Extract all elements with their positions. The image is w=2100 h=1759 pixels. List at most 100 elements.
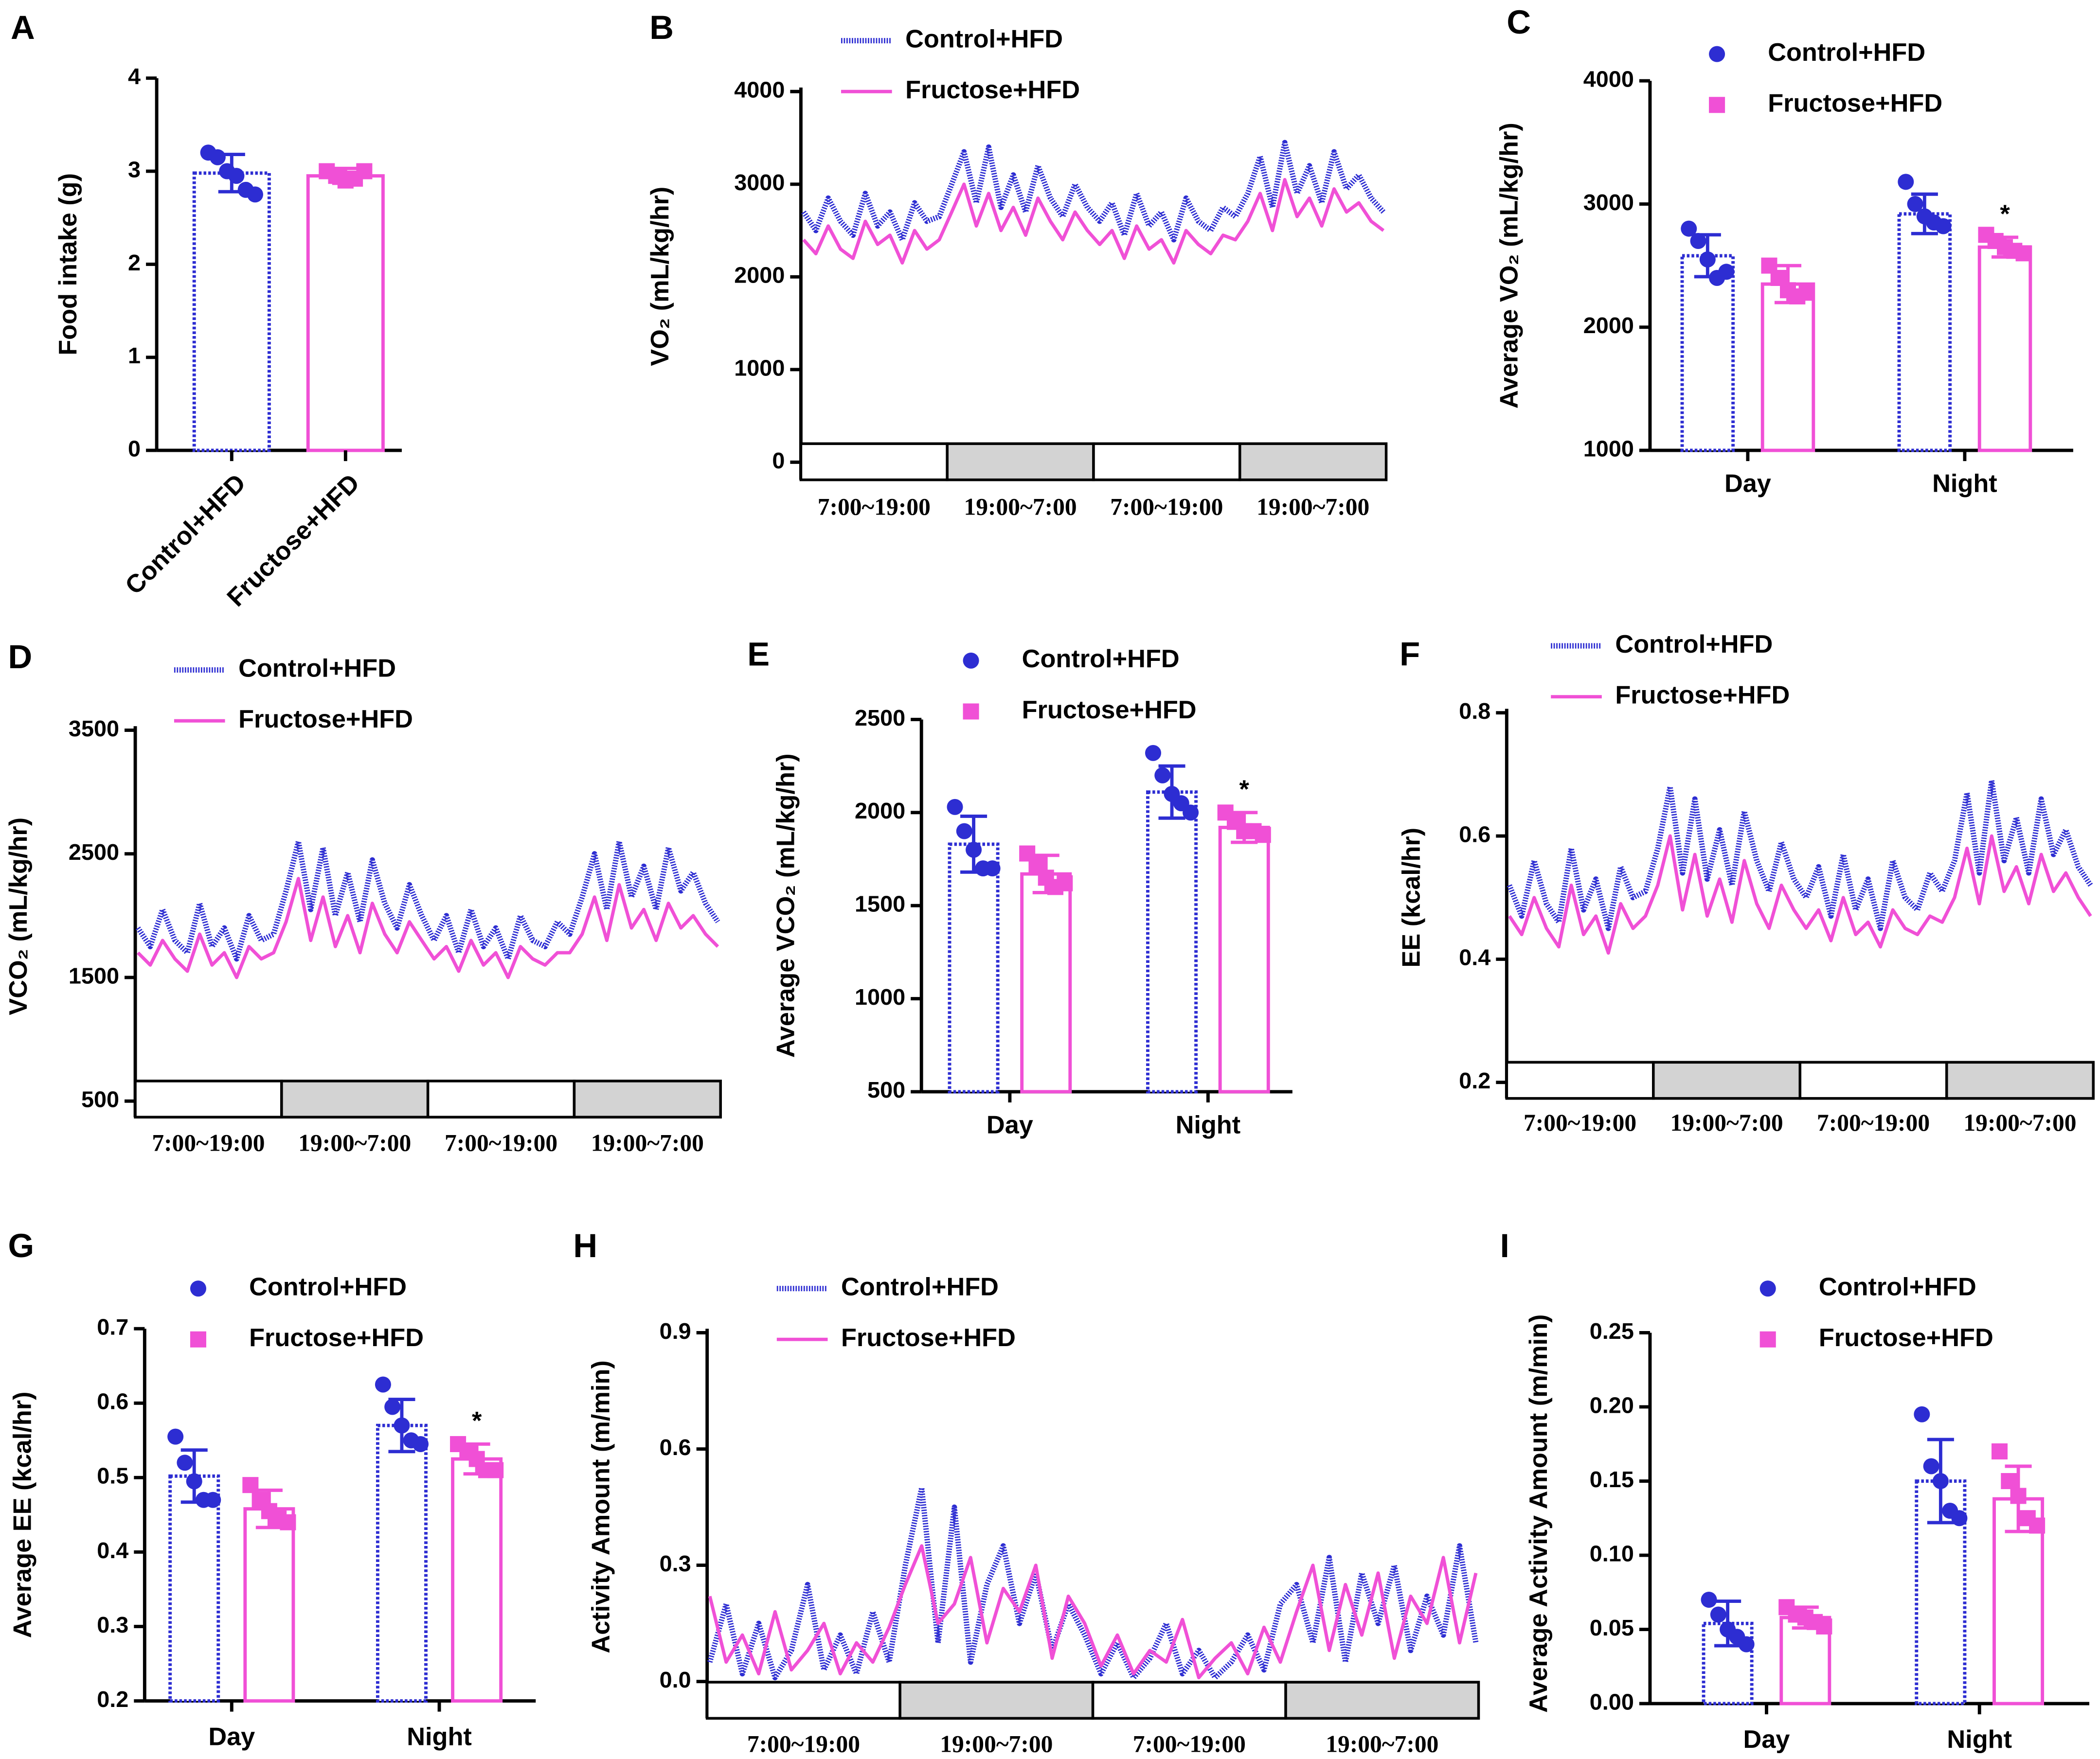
panel-letter: H	[573, 1227, 597, 1264]
data-point	[1935, 218, 1952, 234]
x-tick-label: Day	[1724, 469, 1771, 497]
data-point	[177, 1455, 193, 1471]
data-point	[209, 149, 226, 165]
x-tick-label: Night	[1947, 1725, 2012, 1754]
y-tick-label: 0.3	[660, 1551, 691, 1576]
data-point	[1701, 1592, 1717, 1608]
data-point	[186, 1473, 202, 1490]
data-point	[984, 860, 1001, 877]
y-axis-label: Average Activity Amount (m/min)	[1525, 1314, 1553, 1712]
y-tick-label: 2	[128, 250, 141, 275]
data-point	[1798, 284, 1815, 301]
period-box	[1284, 1681, 1480, 1720]
period-box	[134, 1080, 283, 1119]
legend-swatch	[190, 1331, 206, 1348]
data-point	[1710, 1606, 1726, 1623]
bar	[306, 174, 385, 452]
period-label: 7:00~19:00	[747, 1731, 860, 1758]
legend-swatch	[1759, 1280, 1776, 1297]
period-label: 19:00~7:00	[591, 1129, 704, 1156]
data-point	[1816, 1618, 1832, 1635]
y-tick-label: 2000	[734, 263, 785, 288]
data-point	[1932, 1473, 1949, 1490]
y-tick-label: 0.9	[660, 1318, 691, 1344]
legend-label: Fructose+HFD	[1768, 89, 1942, 118]
data-point	[487, 1462, 504, 1478]
data-point	[280, 1514, 296, 1530]
data-point	[2015, 245, 2032, 262]
legend-label: Fructose+HFD	[238, 705, 413, 733]
y-tick-label: 0.20	[1590, 1392, 1634, 1418]
y-tick-label: 0.10	[1590, 1541, 1634, 1566]
data-point	[205, 1492, 221, 1508]
panel-letter: D	[8, 638, 33, 675]
period-box	[1945, 1061, 2095, 1100]
y-axis-label: Average VO₂ (mL/kg/hr)	[1495, 123, 1523, 409]
y-tick-label: 3	[128, 157, 141, 182]
data-point	[956, 823, 972, 839]
bar	[376, 1423, 428, 1703]
period-box	[1798, 1061, 1948, 1100]
y-tick-label: 4000	[1583, 67, 1634, 92]
y-tick-label: 1500	[855, 891, 905, 917]
bar	[1218, 826, 1270, 1094]
legend-label: Control+HFD	[1615, 630, 1773, 658]
y-tick-label: 0.05	[1590, 1615, 1634, 1640]
annotation: *	[1239, 776, 1250, 804]
legend-swatch	[963, 652, 979, 669]
period-box	[1091, 1681, 1287, 1720]
y-tick-label: 0.6	[97, 1389, 128, 1414]
data-point	[1898, 174, 1914, 190]
period-box	[898, 1681, 1095, 1720]
data-point	[1255, 827, 1271, 843]
bar	[1760, 282, 1815, 452]
period-box	[1238, 442, 1388, 481]
data-point	[228, 168, 245, 184]
panel: C Average VO₂ (mL/kg/hr) 1000 2000 3000 4000 C…	[1495, 3, 2073, 497]
period-box	[946, 442, 1095, 481]
legend-label: Control+HFD	[249, 1273, 407, 1301]
y-tick-label: 0.15	[1590, 1467, 1634, 1492]
period-label: 7:00~19:00	[445, 1129, 557, 1156]
data-point	[2001, 1473, 2017, 1490]
period-box	[280, 1080, 430, 1119]
y-tick-label: 1000	[1583, 436, 1634, 461]
data-point	[1057, 875, 1073, 891]
series-line	[1508, 834, 2092, 955]
y-axis-label: VO₂ (mL/kg/hr)	[646, 187, 674, 366]
legend-label: Control+HFD	[1768, 38, 1925, 67]
legend-swatch	[963, 703, 979, 720]
y-axis-label: Food intake (g)	[54, 173, 82, 355]
bar	[168, 1474, 220, 1703]
data-point	[1991, 1443, 2008, 1460]
data-point	[384, 1399, 401, 1415]
panel: I Average Activity Amount (m/min) 0.00 0.05…	[1500, 1227, 2089, 1754]
period-label: 7:00~19:00	[818, 494, 931, 520]
panel: D VCO₂ (mL/kg/hr) 500 1500 2500 3500 Control+H…	[4, 638, 722, 1156]
panel-letter: I	[1500, 1227, 1509, 1264]
data-point	[412, 1436, 429, 1452]
y-tick-label: 3500	[69, 716, 119, 741]
legend-label: Fructose+HFD	[1022, 696, 1197, 724]
bar	[1680, 254, 1735, 452]
panel-letter: A	[11, 9, 35, 46]
series-line	[802, 178, 1385, 265]
y-tick-label: 0.4	[1459, 945, 1490, 970]
period-label: 19:00~7:00	[1670, 1109, 1783, 1136]
data-point	[375, 1376, 391, 1393]
data-point	[167, 1428, 184, 1445]
data-point	[1690, 232, 1706, 249]
panel-letter: B	[649, 9, 674, 46]
annotation: *	[472, 1407, 482, 1435]
data-point	[2029, 1517, 2046, 1534]
y-tick-label: 0.8	[1459, 698, 1490, 724]
x-tick-label: Control+HFD	[120, 469, 251, 600]
legend-label: Control+HFD	[905, 25, 1063, 53]
y-tick-label: 1000	[855, 984, 905, 1010]
period-box	[1652, 1061, 1802, 1100]
y-axis-label: EE (kcal/hr)	[1397, 828, 1425, 968]
series-line	[1507, 778, 2093, 931]
y-tick-label: 0.5	[97, 1463, 128, 1489]
data-point	[242, 1477, 259, 1493]
period-label: 7:00~19:00	[1110, 494, 1223, 520]
